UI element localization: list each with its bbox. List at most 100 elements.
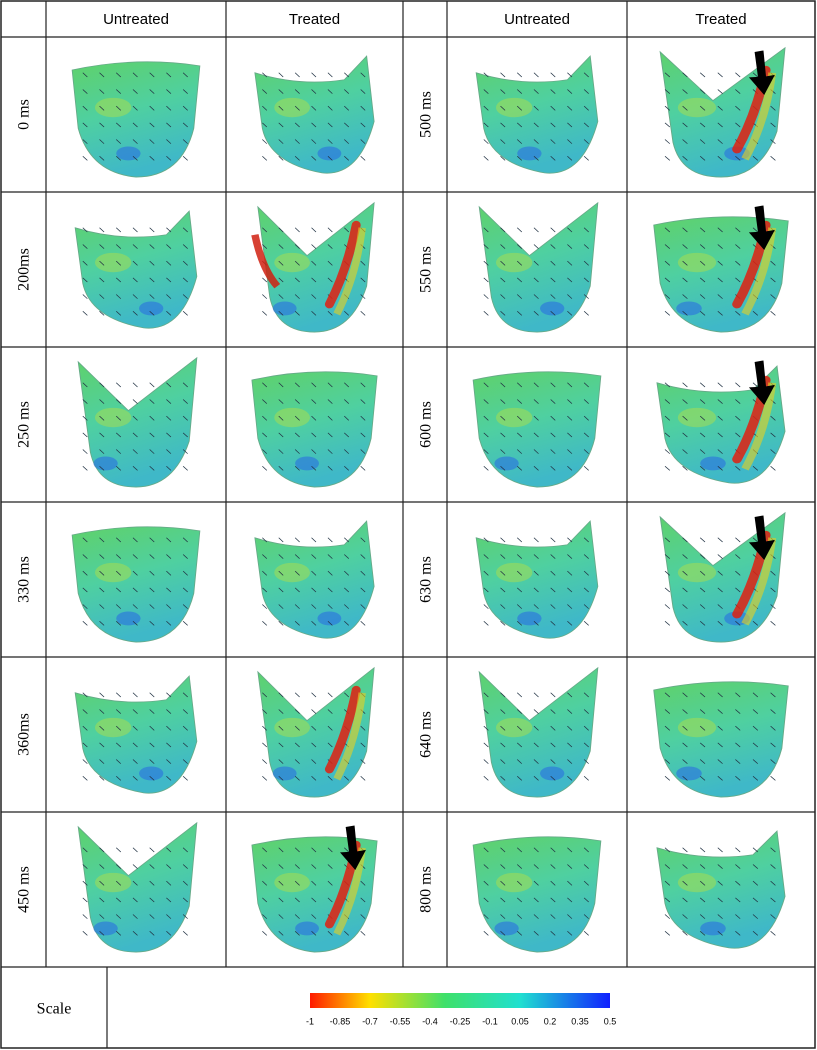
vector	[311, 432, 317, 438]
vector	[294, 620, 300, 626]
vector	[550, 554, 556, 559]
vector	[550, 399, 556, 404]
vector	[717, 310, 723, 316]
vector	[262, 310, 268, 316]
vector	[583, 742, 589, 748]
vector	[500, 227, 506, 233]
vector	[294, 310, 300, 316]
vector	[664, 465, 671, 471]
vector	[262, 382, 268, 388]
vector	[567, 310, 573, 316]
vector	[550, 432, 556, 438]
vector	[182, 775, 188, 781]
vector	[149, 139, 155, 144]
vector	[735, 709, 741, 714]
vector	[567, 277, 573, 283]
vector	[262, 914, 268, 919]
vector	[360, 554, 366, 559]
vector	[311, 260, 317, 266]
vector	[500, 847, 506, 853]
vector	[682, 260, 688, 266]
vector	[82, 310, 88, 316]
vector	[735, 725, 741, 731]
vector	[770, 709, 776, 714]
vector	[278, 105, 284, 111]
vector	[294, 554, 300, 559]
vector	[583, 227, 589, 233]
vector	[583, 72, 589, 78]
vector	[550, 897, 556, 903]
scale-tick: 0.35	[571, 1016, 589, 1026]
vector	[516, 554, 523, 559]
vector	[483, 864, 489, 869]
vector	[717, 537, 723, 543]
vector	[664, 89, 671, 94]
vector	[770, 742, 776, 748]
row-label: 550 ms	[418, 246, 435, 293]
vector	[533, 604, 539, 609]
vector	[166, 432, 172, 438]
vector	[583, 155, 589, 161]
vector	[717, 465, 723, 471]
scale-label: Scale	[37, 1001, 72, 1018]
vector	[567, 449, 573, 454]
row-label: 630 ms	[418, 556, 435, 603]
vector	[483, 847, 489, 853]
vector	[682, 415, 688, 421]
vector	[699, 864, 706, 869]
vector	[82, 604, 88, 609]
vector	[82, 537, 88, 543]
vector	[483, 570, 489, 576]
vector	[483, 382, 489, 388]
vector	[360, 537, 366, 543]
vector	[717, 847, 723, 853]
vector	[344, 465, 350, 471]
column-header: Untreated	[103, 11, 169, 28]
vector	[735, 880, 741, 886]
vector	[500, 914, 506, 919]
vector	[82, 570, 88, 576]
vector	[311, 465, 317, 471]
vector	[294, 139, 300, 144]
vector	[699, 847, 706, 853]
vector	[583, 465, 589, 471]
vector	[717, 897, 723, 903]
vector	[752, 537, 759, 543]
vector	[262, 604, 268, 609]
vector	[567, 620, 573, 626]
vector	[735, 864, 741, 869]
tissue-map	[475, 520, 599, 639]
vector	[149, 277, 155, 283]
vector	[500, 415, 506, 421]
vector	[278, 294, 284, 299]
vector	[294, 449, 300, 454]
vector	[166, 570, 172, 576]
vector	[311, 155, 317, 161]
vector	[583, 244, 589, 249]
vector	[311, 604, 317, 609]
vector	[717, 930, 723, 936]
vector	[500, 277, 506, 283]
vector	[166, 930, 172, 936]
vector	[735, 105, 741, 111]
vector	[699, 122, 706, 128]
vector	[166, 620, 172, 626]
vector	[682, 105, 688, 111]
vector	[182, 709, 188, 714]
vector	[483, 759, 489, 764]
vector	[567, 72, 573, 78]
vector	[278, 775, 284, 781]
vector	[327, 122, 333, 128]
vector	[516, 244, 523, 249]
vector	[533, 294, 539, 299]
vector	[166, 725, 172, 731]
vector	[664, 914, 671, 919]
vector	[82, 294, 88, 299]
vector	[182, 139, 188, 144]
vector	[550, 310, 556, 316]
vector	[770, 692, 776, 698]
vector	[311, 692, 317, 698]
row-label: 500 ms	[418, 91, 435, 138]
vector	[682, 759, 688, 764]
vector	[717, 449, 723, 454]
